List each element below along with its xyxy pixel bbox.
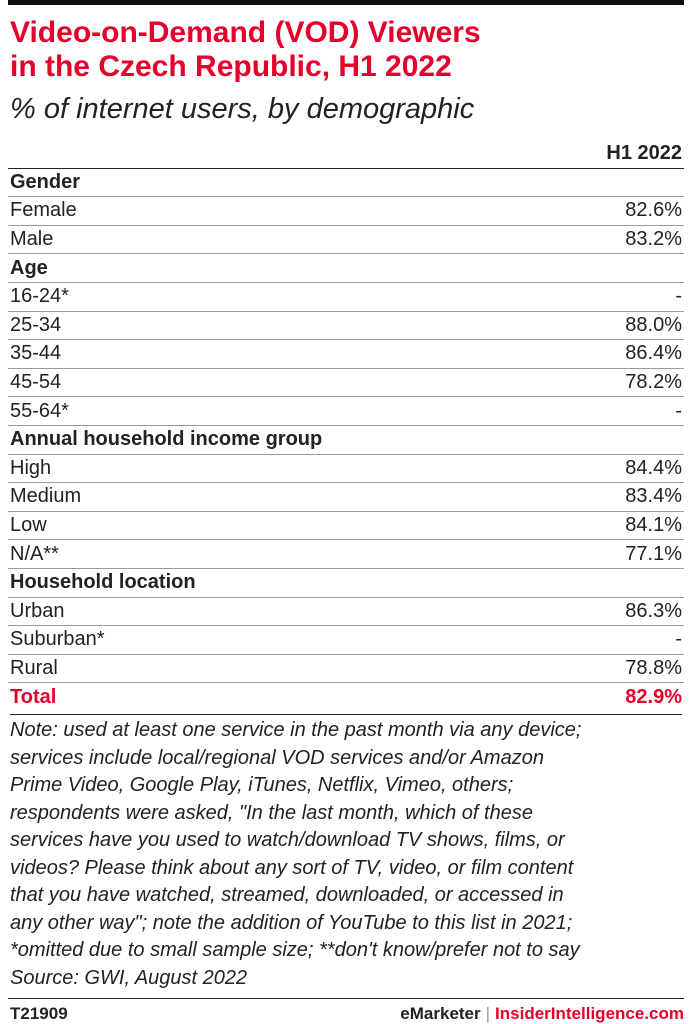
title-line-2: in the Czech Republic, H1 2022: [10, 50, 452, 83]
row-value: 86.3%: [625, 599, 682, 622]
row-value: 78.2%: [625, 371, 682, 394]
row-label: Female: [10, 199, 77, 222]
table-row: Female 82.6%: [8, 197, 684, 226]
row-label: Medium: [10, 485, 82, 508]
table-row: 55-64* -: [8, 397, 684, 426]
table-row: 45-54 78.2%: [8, 369, 684, 398]
table-row: 25-34 88.0%: [8, 312, 684, 341]
row-label: Gender: [10, 170, 81, 193]
note-line: *omitted due to small sample size; **don…: [10, 939, 580, 961]
footer-brand: eMarketer | InsiderIntelligence.com: [400, 1004, 684, 1024]
table-row: Urban 86.3%: [8, 598, 684, 627]
table-row: Suburban* -: [8, 626, 684, 655]
table-row: 35-44 86.4%: [8, 340, 684, 369]
row-value: 88.0%: [625, 313, 682, 336]
table-body: Gender Female 82.6% Male 83.2% Age 16-24* - 25-3…: [8, 169, 684, 712]
table-row: N/A** 77.1%: [8, 540, 684, 569]
note-line: services include local/regional VOD serv…: [10, 746, 544, 769]
table-row: Low 84.1%: [8, 512, 684, 541]
brand-insider-intelligence[interactable]: InsiderIntelligence.com: [495, 1004, 684, 1023]
note-line: any other way"; note the addition of You…: [10, 911, 573, 934]
group-header-row: Gender: [8, 169, 684, 198]
group-header-row: Age: [8, 254, 684, 283]
row-value: 82.6%: [625, 199, 682, 222]
note-line: Prime Video, Google Play, iTunes, Netfli…: [10, 774, 514, 796]
row-label: Suburban*: [10, 628, 105, 651]
row-value: 77.1%: [625, 542, 682, 565]
row-value: -: [675, 628, 682, 651]
row-value: 84.4%: [625, 456, 682, 479]
table-header-row: H1 2022: [8, 140, 684, 169]
row-label: Household location: [10, 571, 196, 594]
row-label: 35-44: [10, 342, 62, 365]
row-value: 82.9%: [625, 686, 682, 709]
row-label: 45-54: [10, 371, 62, 394]
row-label: Low: [10, 514, 47, 537]
row-label: 16-24*: [10, 285, 69, 308]
source-line: Source: GWI, August 2022: [10, 966, 248, 989]
table-row: Rural 78.8%: [8, 655, 684, 684]
row-value: 84.1%: [625, 514, 682, 537]
note-line: Note: used at least one service in the p…: [10, 719, 582, 741]
row-label: Age: [10, 256, 48, 279]
row-value: -: [675, 399, 682, 422]
table-row: 16-24* -: [8, 283, 684, 312]
row-label: Urban: [10, 599, 65, 622]
top-rule: [8, 0, 684, 5]
total-row: Total 82.9%: [8, 683, 684, 712]
row-value: 83.2%: [625, 228, 682, 251]
row-label: 25-34: [10, 313, 62, 336]
row-label: Annual household income group: [10, 428, 323, 451]
chart-subtitle: % of internet users, by demographic: [10, 93, 475, 125]
footnote: Note: used at least one service in the p…: [10, 714, 682, 992]
title-line-1: Video-on-Demand (VOD) Viewers: [10, 16, 481, 49]
column-header: H1 2022: [606, 142, 682, 165]
bottom-rule: [8, 998, 684, 999]
row-label: Male: [10, 228, 54, 251]
brand-emarketer[interactable]: eMarketer: [400, 1004, 481, 1023]
row-label: 55-64*: [10, 399, 69, 422]
chart-id: T21909: [10, 1004, 68, 1023]
row-value: 78.8%: [625, 656, 682, 679]
table-row: High 84.4%: [8, 455, 684, 484]
brand-separator: |: [485, 1004, 491, 1023]
row-value: -: [675, 285, 682, 308]
group-header-row: Annual household income group: [8, 426, 684, 455]
note-line: videos? Please think about any sort of T…: [10, 856, 574, 879]
note-line: services have you used to watch/download…: [10, 829, 565, 851]
note-line: respondents were asked, "In the last mon…: [10, 801, 533, 824]
table-row: Medium 83.4%: [8, 483, 684, 512]
data-table: H1 2022 Gender Female 82.6% Male 83.2% Age 16-…: [8, 140, 684, 712]
chart-title: Video-on-Demand (VOD) Viewers in the Cze…: [10, 16, 680, 84]
row-label: N/A**: [10, 542, 59, 565]
table-row: Male 83.2%: [8, 226, 684, 255]
row-label: Total: [10, 686, 57, 709]
row-value: 83.4%: [625, 485, 682, 508]
row-value: 86.4%: [625, 342, 682, 365]
note-line: that you have watched, streamed, downloa…: [10, 884, 564, 906]
group-header-row: Household location: [8, 569, 684, 598]
row-label: Rural: [10, 656, 58, 679]
row-label: High: [10, 456, 52, 479]
